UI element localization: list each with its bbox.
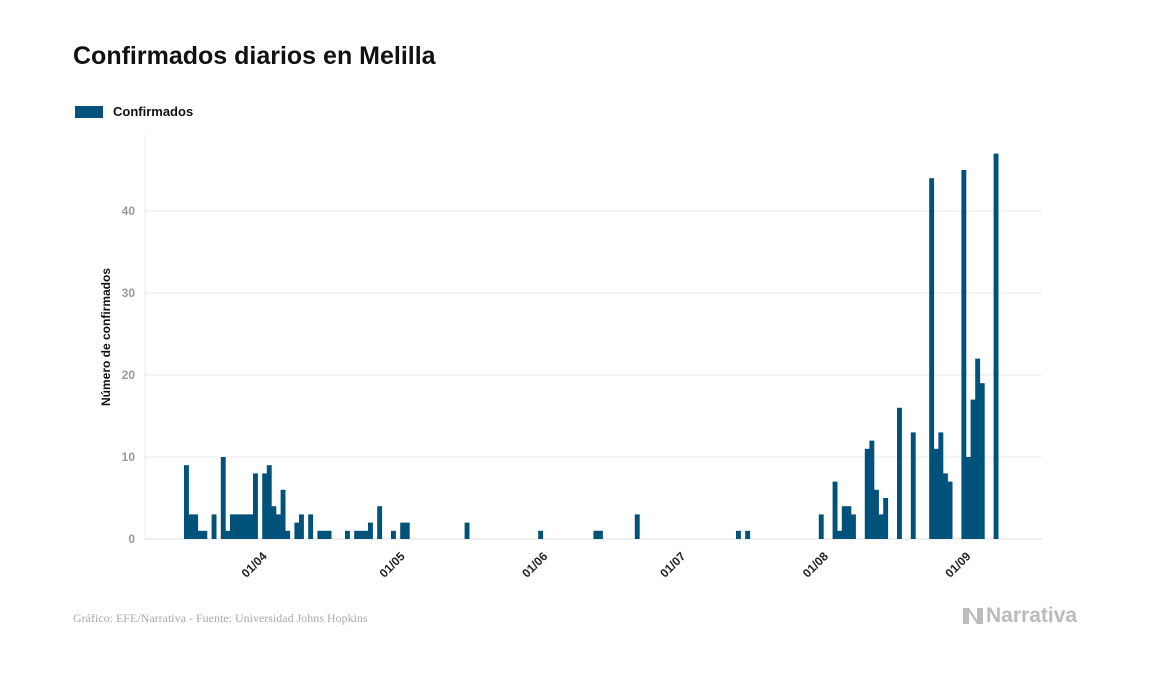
bar (266, 465, 272, 539)
bar (363, 530, 369, 539)
bar (878, 514, 884, 539)
bar (326, 530, 332, 539)
bar (211, 514, 217, 539)
bar (358, 530, 364, 539)
bar (736, 530, 741, 539)
legend-label: Confirmados (113, 104, 194, 119)
bar (234, 514, 240, 539)
bar (262, 473, 268, 539)
bar (253, 473, 258, 539)
x-tick-label: 01/06 (519, 549, 550, 580)
bar (276, 514, 281, 539)
bar (993, 153, 999, 539)
x-tick-label: 01/04 (239, 549, 270, 580)
bar (239, 514, 245, 539)
narrativa-logo-icon (963, 608, 983, 624)
legend: Confirmados (75, 104, 193, 119)
bar (404, 522, 410, 539)
bar (970, 399, 976, 539)
bar (851, 514, 856, 539)
bar (874, 489, 879, 539)
bar (966, 457, 971, 539)
bar (285, 530, 291, 539)
bar (188, 514, 194, 539)
bar (271, 506, 277, 539)
bar (933, 448, 939, 539)
bar (354, 530, 360, 539)
bar (391, 530, 396, 539)
bar (184, 465, 189, 539)
bar (248, 514, 254, 539)
y-tick-label: 20 (122, 368, 136, 382)
legend-swatch (75, 105, 103, 118)
y-tick-label: 30 (122, 286, 136, 300)
bar (197, 530, 203, 539)
bar (377, 506, 383, 539)
bar (979, 383, 985, 539)
bar (538, 530, 544, 539)
bar (745, 530, 751, 539)
bar (910, 432, 916, 539)
bar (818, 514, 824, 539)
bar (929, 178, 935, 539)
logo-text: Narrativa (986, 604, 1078, 627)
bar (846, 506, 852, 539)
bar (294, 522, 300, 539)
bar (193, 514, 199, 539)
x-tick-label: 01/08 (800, 549, 831, 580)
bar (634, 514, 640, 539)
bar (864, 448, 870, 539)
bar (943, 473, 948, 539)
bar (202, 530, 208, 539)
bar (832, 481, 838, 539)
bar (368, 522, 373, 539)
chart-title: Confirmados diarios en Melilla (73, 42, 436, 70)
source-footer: Gráfico: EFE/Narrativa - Fuente: Univers… (73, 611, 368, 625)
bar (883, 498, 889, 539)
bar (975, 358, 981, 539)
bar (464, 522, 470, 539)
bar (345, 530, 350, 539)
bar (947, 481, 953, 539)
bar (961, 170, 967, 539)
y-tick-label: 40 (122, 204, 136, 218)
x-tick-label: 01/05 (377, 549, 408, 580)
x-tick-label: 01/09 (942, 549, 973, 580)
bar (243, 514, 249, 539)
bar (897, 407, 902, 539)
y-tick-label: 0 (128, 532, 135, 546)
bar (841, 506, 847, 539)
bar (322, 530, 327, 539)
x-tick-label: 01/07 (657, 549, 688, 580)
narrativa-logo: Narrativa (962, 604, 1077, 628)
bar (308, 514, 314, 539)
bar (869, 440, 875, 539)
bar (225, 530, 231, 539)
bar (400, 522, 406, 539)
y-tick-label: 10 (122, 450, 136, 464)
bar (299, 514, 304, 539)
bar (938, 432, 944, 539)
bar (598, 530, 603, 539)
bar (220, 457, 226, 539)
bar (280, 489, 286, 539)
bar (317, 530, 323, 539)
bar (837, 530, 843, 539)
y-axis-label: Número de confirmados (99, 268, 113, 406)
bar (230, 514, 235, 539)
bar (593, 530, 599, 539)
